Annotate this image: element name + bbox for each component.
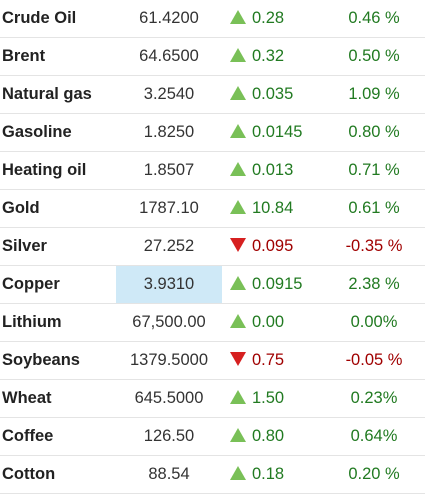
table-row[interactable]: Gasoline 1.8250 0.0145 0.80 % xyxy=(0,114,425,152)
commodity-change: 1.50 xyxy=(230,380,284,417)
table-row[interactable]: Heating oil 1.8507 0.013 0.71 % xyxy=(0,152,425,190)
triangle-down-icon xyxy=(230,237,246,252)
commodity-price: 1.8507 xyxy=(143,161,195,179)
table-row[interactable]: Crude Oil 61.4200 0.28 0.46 % xyxy=(0,0,425,38)
change-value: 0.32 xyxy=(252,47,285,65)
commodity-percent-change: 0.23% xyxy=(350,389,398,407)
commodity-name-link[interactable]: Copper xyxy=(2,275,60,293)
commodity-price: 27.252 xyxy=(143,237,195,255)
commodity-change: 0.095 xyxy=(230,228,293,265)
triangle-up-icon xyxy=(230,427,246,442)
commodity-percent-change: 0.50 % xyxy=(348,47,400,65)
commodity-name-link[interactable]: Gold xyxy=(2,199,40,217)
change-value: 1.50 xyxy=(252,389,285,407)
change-value: 0.18 xyxy=(252,465,285,483)
commodity-change: 0.00 xyxy=(230,304,284,341)
commodity-name-link[interactable]: Coffee xyxy=(2,427,54,445)
commodity-price: 1379.5000 xyxy=(130,351,208,369)
commodity-percent-change: 1.09 % xyxy=(348,85,400,103)
triangle-up-icon xyxy=(230,9,246,24)
commodity-change: 0.0145 xyxy=(230,114,302,151)
commodity-price: 1787.10 xyxy=(139,199,199,217)
commodity-percent-change: 0.20 % xyxy=(348,465,400,483)
commodity-change: 0.035 xyxy=(230,76,293,113)
commodity-percent-change: 0.71 % xyxy=(348,161,400,179)
commodity-change: 0.75 xyxy=(230,342,284,379)
commodity-name-link[interactable]: Natural gas xyxy=(2,85,92,103)
change-value: 0.095 xyxy=(252,237,294,255)
change-value: 0.80 xyxy=(252,427,285,445)
table-row[interactable]: Lithium 67,500.00 0.00 0.00% xyxy=(0,304,425,342)
commodity-price: 88.54 xyxy=(148,465,190,483)
table-row[interactable]: Gold 1787.10 10.84 0.61 % xyxy=(0,190,425,228)
commodity-percent-change: 0.61 % xyxy=(348,199,400,217)
commodity-percent-change: -0.05 % xyxy=(345,351,403,369)
commodity-price: 61.4200 xyxy=(139,9,199,27)
commodity-price: 645.5000 xyxy=(134,389,204,407)
triangle-up-icon xyxy=(230,161,246,176)
change-value: 0.0145 xyxy=(252,123,303,141)
commodity-change: 0.32 xyxy=(230,38,284,75)
commodity-price: 1.8250 xyxy=(143,123,195,141)
commodity-percent-change: -0.35 % xyxy=(345,237,403,255)
commodity-percent-change: 0.00% xyxy=(350,313,398,331)
commodity-name-link[interactable]: Wheat xyxy=(2,389,52,407)
commodity-name-link[interactable]: Lithium xyxy=(2,313,62,331)
commodity-price: 64.6500 xyxy=(139,47,199,65)
change-value: 0.0915 xyxy=(252,275,303,293)
change-value: 0.75 xyxy=(252,351,285,369)
triangle-up-icon xyxy=(230,313,246,328)
triangle-up-icon xyxy=(230,389,246,404)
commodity-percent-change: 0.64% xyxy=(350,427,398,445)
commodity-price: 3.2540 xyxy=(143,85,195,103)
table-row[interactable]: Coffee 126.50 0.80 0.64% xyxy=(0,418,425,456)
triangle-down-icon xyxy=(230,351,246,366)
triangle-up-icon xyxy=(230,199,246,214)
change-value: 0.035 xyxy=(252,85,294,103)
table-row[interactable]: Wheat 645.5000 1.50 0.23% xyxy=(0,380,425,418)
commodity-name-link[interactable]: Cotton xyxy=(2,465,56,483)
table-row[interactable]: Cotton 88.54 0.18 0.20 % xyxy=(0,456,425,494)
table-row[interactable]: Silver 27.252 0.095 -0.35 % xyxy=(0,228,425,266)
commodity-change: 0.80 xyxy=(230,418,284,455)
commodity-percent-change: 0.80 % xyxy=(348,123,400,141)
triangle-up-icon xyxy=(230,275,246,290)
triangle-up-icon xyxy=(230,465,246,480)
commodity-name-link[interactable]: Soybeans xyxy=(2,351,80,369)
commodity-change: 0.0915 xyxy=(230,266,302,303)
commodity-name-link[interactable]: Crude Oil xyxy=(2,9,77,27)
commodity-price: 3.9310 xyxy=(116,266,222,303)
commodity-price: 126.50 xyxy=(143,427,195,445)
commodity-change: 0.28 xyxy=(230,0,284,37)
commodity-percent-change: 2.38 % xyxy=(348,275,400,293)
change-value: 10.84 xyxy=(252,199,294,217)
commodity-name-link[interactable]: Gasoline xyxy=(2,123,72,141)
change-value: 0.00 xyxy=(252,313,285,331)
table-row[interactable]: Soybeans 1379.5000 0.75 -0.05 % xyxy=(0,342,425,380)
commodity-change: 0.013 xyxy=(230,152,293,189)
table-row[interactable]: Copper 3.9310 0.0915 2.38 % xyxy=(0,266,425,304)
table-row[interactable]: Natural gas 3.2540 0.035 1.09 % xyxy=(0,76,425,114)
commodity-change: 10.84 xyxy=(230,190,293,227)
triangle-up-icon xyxy=(230,85,246,100)
table-row[interactable]: Brent 64.6500 0.32 0.50 % xyxy=(0,38,425,76)
change-value: 0.28 xyxy=(252,9,285,27)
commodity-percent-change: 0.46 % xyxy=(348,9,400,27)
triangle-up-icon xyxy=(230,47,246,62)
commodity-name-link[interactable]: Heating oil xyxy=(2,161,87,179)
triangle-up-icon xyxy=(230,123,246,138)
change-value: 0.013 xyxy=(252,161,294,179)
commodity-price: 67,500.00 xyxy=(132,313,206,331)
commodity-change: 0.18 xyxy=(230,456,284,493)
commodity-name-link[interactable]: Silver xyxy=(2,237,47,255)
commodity-name-link[interactable]: Brent xyxy=(2,47,46,65)
